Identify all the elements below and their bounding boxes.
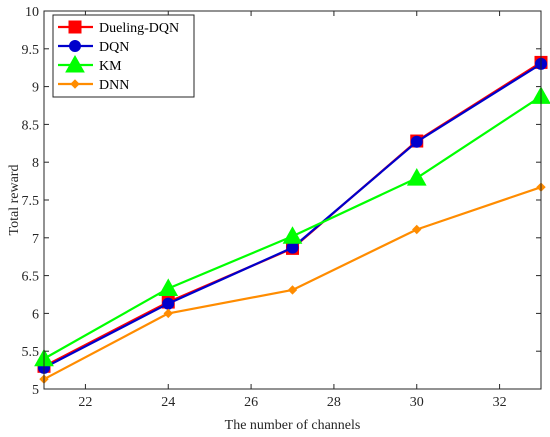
data-point	[162, 297, 175, 310]
y-tick-label: 9	[32, 81, 39, 96]
series-dnn	[39, 182, 546, 384]
legend-label: KM	[99, 59, 122, 74]
series-km	[34, 86, 550, 367]
y-tick-label: 10	[25, 5, 39, 20]
data-point	[406, 168, 427, 186]
y-tick-label: 6.5	[22, 270, 40, 285]
legend-marker	[70, 79, 80, 89]
legend-entry: Dueling-DQN	[58, 20, 179, 36]
legend-marker	[68, 20, 82, 34]
legend: Dueling-DQN DQN KM DNN	[52, 14, 195, 98]
y-tick-label: 7.5	[22, 194, 40, 209]
data-point	[282, 226, 303, 244]
legend-marker	[69, 40, 81, 52]
x-tick-label: 24	[161, 395, 175, 410]
legend-label: DQN	[99, 40, 129, 55]
x-tick-label: 26	[244, 395, 258, 410]
y-axis-label: Total reward	[7, 165, 22, 236]
data-point	[412, 224, 422, 235]
axes: 22 24 26 28 30 32 5 5.5 6 6.5 7 7.5 8 8.5 9 9.5 10	[22, 5, 542, 410]
x-axis-label: The number of channels	[225, 418, 361, 433]
y-tick-label: 8.5	[22, 118, 40, 133]
data-point	[158, 278, 179, 296]
legend-marker	[65, 54, 85, 73]
data-point	[163, 308, 173, 319]
legend-entry: DNN	[58, 78, 129, 93]
x-tick-label: 28	[327, 395, 341, 410]
legend-label: Dueling-DQN	[99, 21, 179, 36]
legend-entry: DQN	[58, 40, 129, 55]
data-point	[410, 135, 423, 148]
y-tick-label: 5.5	[22, 345, 40, 360]
x-tick-label: 30	[410, 395, 424, 410]
y-tick-label: 7	[32, 232, 39, 247]
y-tick-label: 9.5	[22, 43, 40, 58]
x-tick-label: 32	[493, 395, 507, 410]
legend-label: DNN	[99, 78, 129, 93]
y-tick-label: 6	[32, 307, 39, 322]
y-tick-label: 5	[32, 383, 39, 398]
legend-entry: KM	[58, 54, 122, 74]
y-tick-label: 8	[32, 156, 39, 171]
x-tick-label: 22	[78, 395, 92, 410]
data-point	[287, 285, 298, 295]
